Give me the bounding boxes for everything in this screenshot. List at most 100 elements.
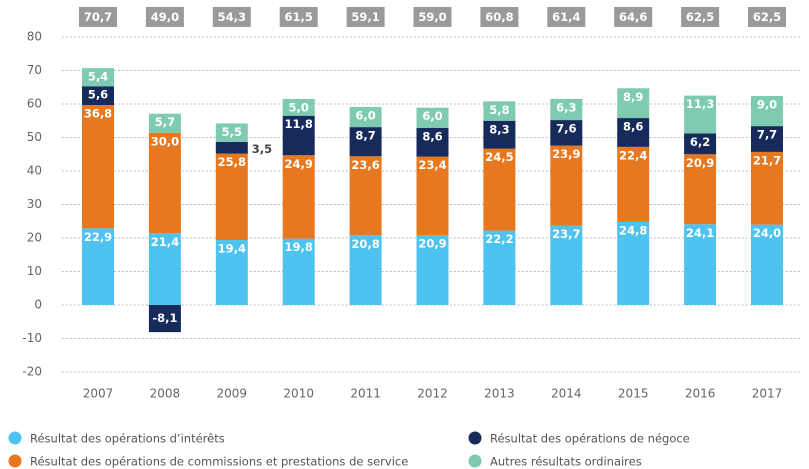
total-label: 64,6 xyxy=(619,10,647,24)
data-label: 8,6 xyxy=(623,120,643,134)
bar-segment xyxy=(751,151,783,225)
data-label: 19,4 xyxy=(218,242,246,256)
bar-segment xyxy=(617,118,650,147)
y-tick-label: -10 xyxy=(22,331,42,345)
total-label: 60,8 xyxy=(485,10,513,24)
data-label: 5,7 xyxy=(155,115,175,129)
data-label: -8,1 xyxy=(152,311,177,325)
bar-segment xyxy=(483,230,516,305)
x-tick-label: 2016 xyxy=(685,387,716,401)
bar-segment xyxy=(550,225,583,305)
data-label: 7,7 xyxy=(757,128,777,142)
data-label: 23,4 xyxy=(418,158,446,172)
x-tick-label: 2017 xyxy=(752,387,783,401)
total-label: 59,0 xyxy=(418,10,446,24)
y-tick-label: 50 xyxy=(27,130,42,144)
bar-segment xyxy=(282,98,315,116)
data-label: 5,4 xyxy=(88,70,108,84)
data-label: 20,8 xyxy=(351,237,379,251)
y-tick-label: 40 xyxy=(27,164,42,178)
bar-segment xyxy=(550,120,583,146)
x-tick-label: 2010 xyxy=(283,387,314,401)
bar-segment xyxy=(148,233,181,305)
data-label: 20,9 xyxy=(418,236,446,250)
legend-marker xyxy=(8,454,22,468)
data-label: 30,0 xyxy=(151,134,179,148)
data-label: 8,3 xyxy=(489,122,509,136)
legend-label: Résultat des opérations d’intérêts xyxy=(30,432,225,446)
y-tick-label: 80 xyxy=(27,30,42,44)
y-tick-label: 30 xyxy=(27,197,42,211)
bar-segment xyxy=(215,240,248,305)
x-tick-label: 2011 xyxy=(350,387,381,401)
data-label: 24,9 xyxy=(285,157,313,171)
bar-segment xyxy=(617,146,650,222)
total-label: 61,5 xyxy=(285,10,313,24)
x-tick-label: 2015 xyxy=(618,387,649,401)
y-tick-label: 20 xyxy=(27,231,42,245)
total-box xyxy=(79,7,117,27)
legend-label: Autres résultats ordinaires xyxy=(490,455,642,469)
legend-marker xyxy=(8,431,22,445)
data-label: 22,4 xyxy=(619,148,647,162)
bar-segment xyxy=(349,127,382,157)
total-box xyxy=(145,7,184,27)
data-label: 24,5 xyxy=(485,150,513,164)
bar-segment xyxy=(215,153,248,241)
total-box xyxy=(480,7,519,27)
data-label: 25,8 xyxy=(218,155,246,169)
bar-segment xyxy=(82,68,114,87)
total-box xyxy=(279,7,318,27)
x-tick-label: 2013 xyxy=(484,387,515,401)
data-label: 6,0 xyxy=(355,109,375,123)
bar-segment xyxy=(416,156,449,235)
bar-segment xyxy=(148,305,181,333)
y-tick-label: 60 xyxy=(27,97,42,111)
data-label: 36,8 xyxy=(84,107,112,121)
bar-segment xyxy=(349,156,382,236)
total-box xyxy=(547,7,586,27)
data-label: 24,8 xyxy=(619,223,647,237)
bar-segment xyxy=(82,105,114,229)
data-label: 20,9 xyxy=(686,156,714,170)
bar-segment xyxy=(550,145,583,226)
data-label: 22,2 xyxy=(485,232,513,246)
data-label: 11,8 xyxy=(285,117,313,131)
bar-segment xyxy=(282,155,315,239)
data-label: 23,7 xyxy=(552,227,580,241)
y-tick-label: 10 xyxy=(27,264,42,278)
total-box xyxy=(413,7,452,27)
data-label: 3,5 xyxy=(252,142,272,156)
total-label: 62,5 xyxy=(686,10,714,24)
legend-label: Résultat des opérations de négoce xyxy=(490,432,690,446)
bar-segment xyxy=(684,224,717,305)
bar-segment xyxy=(751,126,783,152)
x-tick-label: 2008 xyxy=(150,387,181,401)
x-tick-label: 2014 xyxy=(551,387,582,401)
data-label: 21,7 xyxy=(753,153,781,167)
data-label: 6,2 xyxy=(690,135,710,149)
bar-segment xyxy=(751,95,783,127)
data-label: 23,6 xyxy=(351,158,379,172)
bar-segment xyxy=(282,115,315,156)
data-label: 24,1 xyxy=(686,226,714,240)
data-label: 5,0 xyxy=(289,100,309,114)
y-tick-label: 70 xyxy=(27,63,42,77)
total-label: 62,5 xyxy=(753,10,781,24)
bar-segment xyxy=(148,113,181,133)
bar-segment xyxy=(82,86,114,106)
bar-segment xyxy=(550,98,583,121)
total-label: 59,1 xyxy=(351,10,379,24)
data-label: 24,0 xyxy=(753,226,781,240)
y-tick-label: 0 xyxy=(34,298,42,312)
data-label: 5,8 xyxy=(489,103,509,117)
data-label: 8,6 xyxy=(422,129,442,143)
bar-segment xyxy=(684,95,717,134)
bar-segment xyxy=(416,234,449,305)
data-label: 19,8 xyxy=(285,240,313,254)
data-label: 8,9 xyxy=(623,90,643,104)
data-label: 6,3 xyxy=(556,100,576,114)
bar-segment xyxy=(416,107,449,128)
data-label: 23,9 xyxy=(552,147,580,161)
